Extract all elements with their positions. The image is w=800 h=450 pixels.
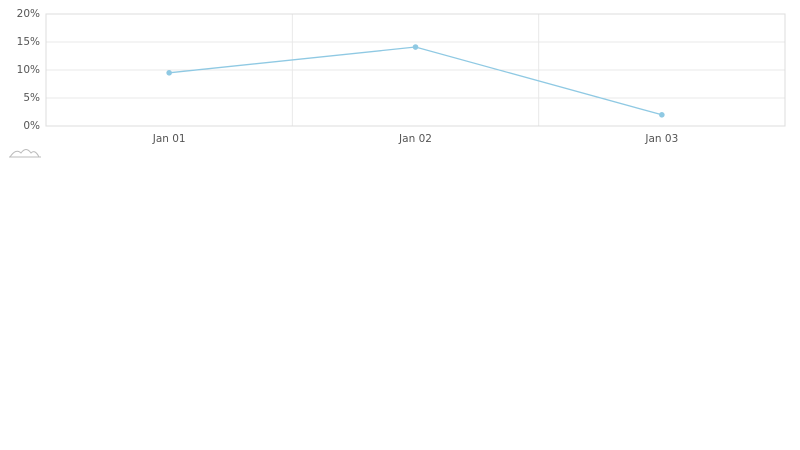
series-line xyxy=(169,46,663,116)
y-tick-label: 20% xyxy=(17,8,40,20)
x-tick-label: Jan 03 xyxy=(644,133,678,145)
data-point xyxy=(166,70,172,76)
logo xyxy=(9,149,41,158)
plot-border xyxy=(45,13,786,127)
x-tick-label: Jan 02 xyxy=(398,133,432,145)
y-tick-label: 0% xyxy=(23,120,40,132)
data-point xyxy=(412,44,419,50)
y-tick-label: 5% xyxy=(23,92,40,104)
x-tick-label: Jan 01 xyxy=(152,133,186,145)
y-tick-label: 15% xyxy=(17,36,40,48)
y-tick-label: 10% xyxy=(17,64,40,76)
logo-wave xyxy=(9,149,40,158)
data-point xyxy=(659,112,665,118)
